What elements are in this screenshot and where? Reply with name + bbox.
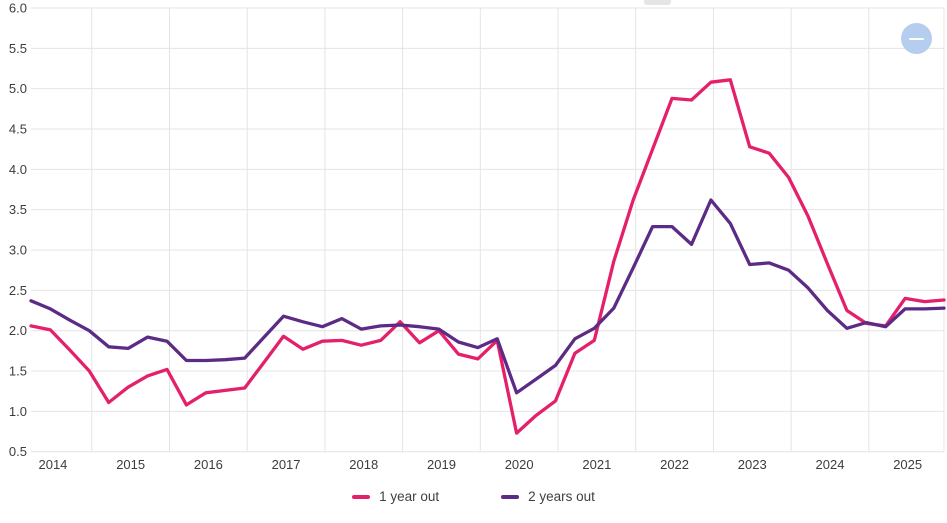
- series-dash-icon: [352, 495, 371, 499]
- legend-item-1-year-out[interactable]: 1 year out: [352, 490, 439, 504]
- legend-item-2-years-out[interactable]: 2 years out: [501, 490, 595, 504]
- svg-text:2.0: 2.0: [9, 323, 27, 338]
- svg-text:2014: 2014: [38, 457, 67, 472]
- legend-label: 1 year out: [379, 489, 440, 504]
- svg-text:2018: 2018: [349, 457, 378, 472]
- svg-text:2024: 2024: [816, 457, 845, 472]
- svg-text:2015: 2015: [116, 457, 145, 472]
- svg-text:2025: 2025: [893, 457, 922, 472]
- chart-legend: 1 year out 2 years out: [0, 490, 947, 504]
- svg-text:4.5: 4.5: [9, 122, 27, 137]
- series-dash-icon: [501, 495, 520, 499]
- svg-text:2022: 2022: [660, 457, 689, 472]
- svg-text:2020: 2020: [505, 457, 534, 472]
- svg-text:3.5: 3.5: [9, 202, 27, 217]
- svg-text:1.5: 1.5: [9, 364, 27, 379]
- svg-text:2016: 2016: [194, 457, 223, 472]
- svg-text:2023: 2023: [738, 457, 767, 472]
- partial-tooltip: [644, 0, 671, 5]
- svg-text:2019: 2019: [427, 457, 456, 472]
- minus-icon: [909, 37, 924, 40]
- zoom-out-button[interactable]: [901, 23, 932, 54]
- svg-text:1.0: 1.0: [9, 404, 27, 419]
- svg-text:3.0: 3.0: [9, 243, 27, 258]
- svg-text:2.5: 2.5: [9, 283, 27, 298]
- svg-text:5.0: 5.0: [9, 81, 27, 96]
- svg-text:0.5: 0.5: [9, 444, 27, 459]
- svg-text:5.5: 5.5: [9, 41, 27, 56]
- legend-label: 2 years out: [528, 489, 595, 504]
- svg-text:2017: 2017: [272, 457, 301, 472]
- svg-text:6.0: 6.0: [9, 1, 27, 16]
- svg-text:4.0: 4.0: [9, 162, 27, 177]
- svg-text:2021: 2021: [582, 457, 611, 472]
